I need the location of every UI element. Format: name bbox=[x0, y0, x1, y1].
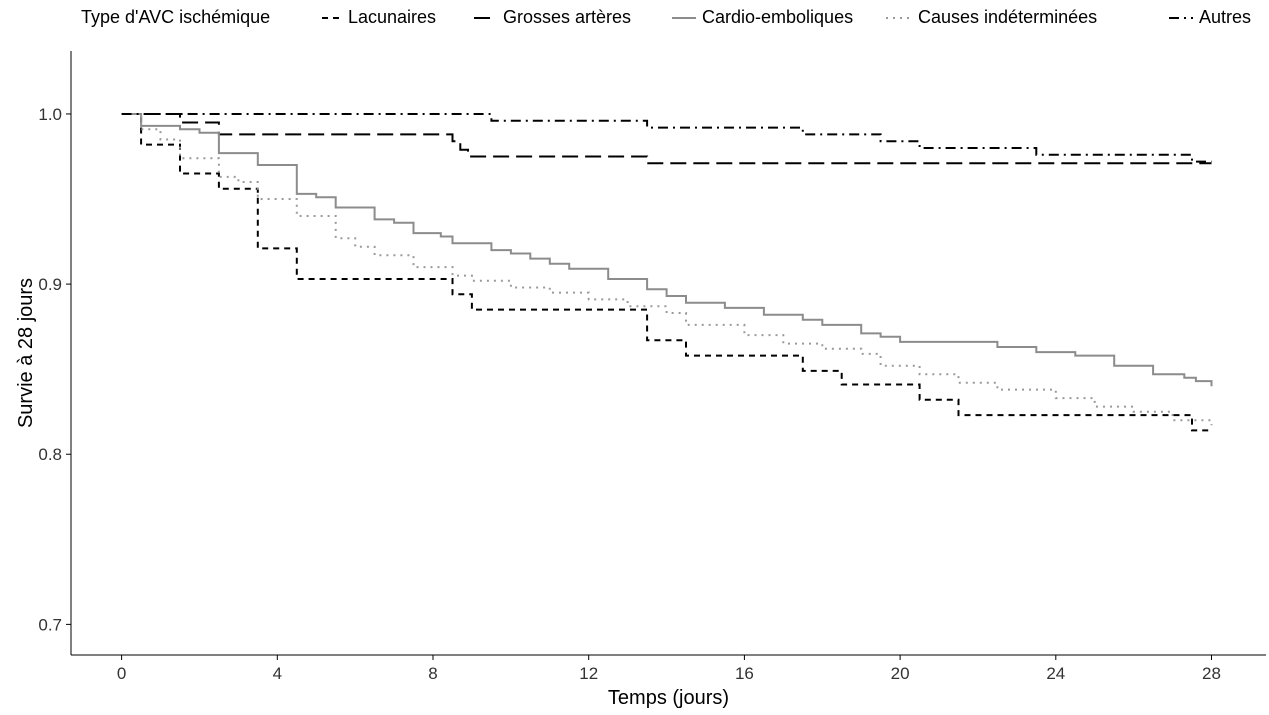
series-layer bbox=[121, 113, 1213, 432]
legend-label-causes-indeterminees: Causes indéterminées bbox=[918, 7, 1098, 27]
legend-label-cardio-emboliques: Cardio-emboliques bbox=[702, 7, 854, 27]
x-axis-ticks: 0 4 8 12 16 20 24 28 bbox=[117, 655, 1221, 683]
series-line-causes-indeterminees bbox=[121, 113, 1213, 426]
series-line-cardio-emboliques bbox=[121, 113, 1213, 387]
x-axis-label: Temps (jours) bbox=[608, 687, 729, 709]
x-tick-label: 28 bbox=[1202, 664, 1221, 683]
series-line-grosses-arteres bbox=[121, 113, 1212, 165]
series-line-autres bbox=[121, 113, 1212, 163]
legend-label-grosses-arteres: Grosses artères bbox=[503, 7, 632, 27]
x-tick-label: 8 bbox=[428, 664, 437, 683]
y-axis-label: Survie à 28 jours bbox=[15, 278, 37, 428]
legend-label-autres: Autres bbox=[1199, 7, 1252, 27]
x-tick-label: 12 bbox=[579, 664, 598, 683]
x-tick-label: 20 bbox=[891, 664, 910, 683]
x-tick-label: 16 bbox=[735, 664, 754, 683]
legend-key-cardio-emboliques bbox=[672, 17, 696, 19]
y-tick-label: 0.8 bbox=[38, 445, 62, 464]
y-axis-ticks: 0.7 0.8 0.9 1.0 bbox=[38, 105, 71, 634]
x-tick-label: 24 bbox=[1046, 664, 1065, 683]
legend-key-grosses-arteres bbox=[474, 17, 496, 19]
legend-key-autres bbox=[1169, 17, 1193, 19]
y-tick-label: 1.0 bbox=[38, 105, 62, 124]
legend: Type d'AVC ischémique Lacunaires Grosses… bbox=[0, 5, 1269, 31]
x-tick-label: 0 bbox=[117, 664, 126, 683]
y-tick-label: 0.9 bbox=[38, 275, 62, 294]
legend-title: Type d'AVC ischémique bbox=[81, 7, 271, 27]
legend-key-lacunaires bbox=[322, 17, 342, 19]
series-line-lacunaires bbox=[121, 113, 1212, 432]
x-tick-label: 4 bbox=[273, 664, 282, 683]
legend-label-lacunaires: Lacunaires bbox=[348, 7, 437, 27]
y-tick-label: 0.7 bbox=[38, 615, 62, 634]
